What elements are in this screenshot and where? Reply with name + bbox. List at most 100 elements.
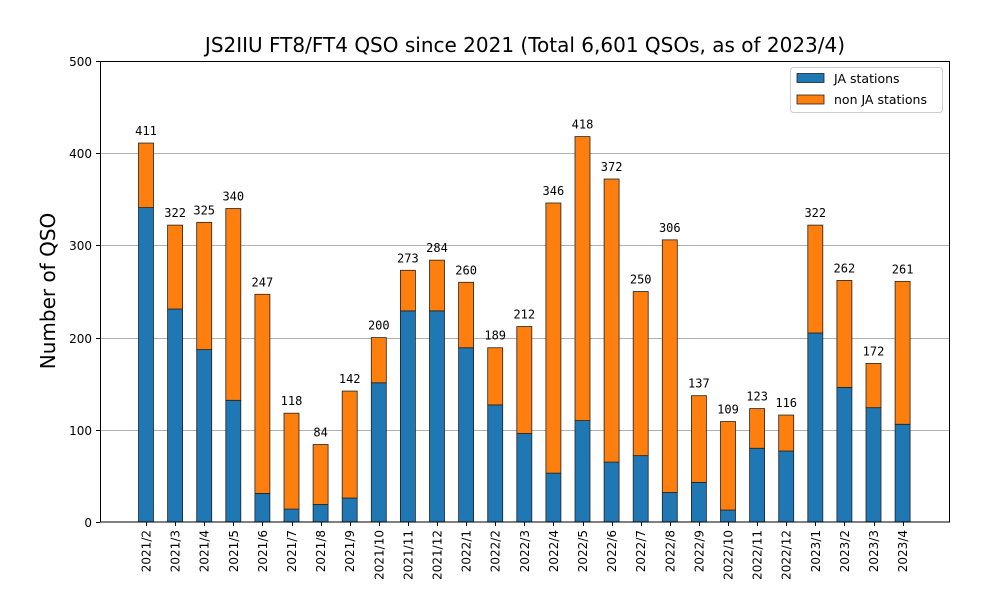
bar-non-ja [458, 281, 475, 349]
bar-non-ja [545, 202, 562, 474]
x-tick-label: 2021/3 [169, 530, 183, 572]
bar-ja [225, 399, 242, 523]
bar-non-ja [429, 259, 445, 312]
bar-ja [632, 455, 649, 523]
legend-swatch-non-ja [796, 94, 825, 105]
bar-total-label: 325 [193, 203, 215, 217]
bar-non-ja [254, 293, 271, 494]
bar-ja [720, 509, 736, 523]
x-tick-label: 2023/1 [809, 530, 823, 572]
bar-total-label: 322 [804, 206, 826, 220]
bar-total-label: 340 [222, 190, 244, 204]
bar-ja [429, 310, 445, 523]
x-tick-label: 2021/7 [285, 530, 299, 572]
bar-non-ja [691, 395, 707, 483]
bar-ja [836, 386, 853, 523]
bar-non-ja [894, 280, 911, 425]
bar-ja [167, 308, 184, 523]
bar-ja [545, 472, 562, 523]
bar-ja [516, 433, 533, 523]
bar-total-label: 346 [543, 184, 565, 198]
bar-ja [894, 423, 911, 523]
bar-total-label: 123 [746, 390, 768, 404]
x-tick-label: 2022/6 [605, 530, 619, 572]
x-tick-label: 2021/11 [401, 530, 415, 580]
bar-ja [458, 347, 475, 523]
bar-ja [661, 492, 678, 523]
bar-ja [370, 382, 387, 523]
bar-ja [487, 404, 504, 523]
bar-total-label: 411 [135, 124, 157, 138]
x-tick-label: 2023/2 [838, 530, 852, 572]
x-tick-label: 2021/5 [227, 530, 241, 572]
bar-ja [778, 450, 795, 523]
x-tick-label: 2021/2 [140, 530, 154, 572]
bar-ja [312, 504, 329, 523]
bars [138, 136, 911, 523]
legend: JA stations non JA stations [790, 67, 943, 113]
bar-non-ja [749, 408, 765, 449]
bar-total-label: 118 [281, 394, 303, 408]
bar-non-ja [778, 414, 795, 452]
bar-non-ja [312, 444, 329, 505]
bar-non-ja [399, 269, 416, 312]
x-tick-label: 2022/10 [722, 530, 736, 580]
bar-ja [807, 332, 824, 523]
bar-ja [196, 349, 213, 523]
bar-total-label: 137 [688, 377, 710, 391]
x-axis: 2021/2 2021/3 2021/4 2021/5 2021/6 2021/7 2021… [140, 522, 910, 580]
bar-ja [691, 481, 707, 523]
x-tick-label: 2021/6 [256, 530, 270, 572]
bar-non-ja [632, 291, 649, 457]
bar-total-label: 273 [397, 251, 419, 265]
bar-ja [341, 497, 358, 523]
chart-title: JS2IIU FT8/FT4 QSO since 2021 (Total 6,6… [203, 33, 845, 57]
bar-total-label: 284 [426, 241, 448, 255]
x-tick-label: 2021/12 [431, 530, 445, 580]
bar-non-ja [196, 221, 213, 350]
bar-total-label: 262 [834, 261, 856, 275]
bar-ja [254, 493, 271, 523]
y-tick-label: 400 [69, 147, 92, 161]
x-tick-label: 2021/4 [198, 530, 212, 572]
bar-non-ja [225, 208, 242, 401]
bar-ja [574, 420, 591, 523]
bar-total-label: 261 [892, 262, 914, 276]
bar-non-ja [807, 224, 824, 334]
x-tick-label: 2022/12 [780, 530, 794, 580]
bar-total-label: 372 [601, 160, 623, 174]
x-tick-label: 2022/1 [460, 530, 474, 572]
bar-total-label: 247 [252, 275, 274, 289]
bar-total-label: 306 [659, 221, 681, 235]
bar-non-ja [341, 390, 358, 499]
x-tick-label: 2022/7 [634, 530, 648, 572]
bar-non-ja [661, 239, 678, 493]
bar-total-label: 322 [164, 206, 186, 220]
x-tick-label: 2022/5 [576, 530, 590, 572]
x-tick-label: 2021/10 [372, 530, 386, 580]
bar-ja [283, 508, 300, 523]
x-tick-label: 2022/9 [692, 530, 706, 572]
bar-non-ja [603, 178, 620, 463]
bar-non-ja [865, 363, 882, 409]
bar-non-ja [167, 224, 184, 310]
x-tick-label: 2021/8 [314, 530, 328, 572]
x-tick-label: 2022/8 [663, 530, 677, 572]
bar-ja [749, 447, 765, 523]
y-axis-label: Number of QSO [36, 213, 60, 370]
bar-non-ja [370, 337, 387, 384]
y-tick-label: 100 [69, 424, 92, 438]
bar-non-ja [487, 347, 504, 406]
x-tick-label: 2022/4 [547, 530, 561, 572]
bar-non-ja [138, 142, 154, 208]
bar-total-label: 84 [313, 426, 327, 440]
x-tick-label: 2023/3 [867, 530, 881, 572]
bar-total-label: 212 [513, 308, 535, 322]
x-tick-label: 2023/4 [896, 530, 910, 572]
x-tick-label: 2022/2 [489, 530, 503, 572]
legend-frame [790, 67, 943, 113]
legend-swatch-ja [796, 73, 825, 83]
x-tick-label: 2021/9 [343, 530, 357, 572]
bar-ja [603, 461, 620, 523]
